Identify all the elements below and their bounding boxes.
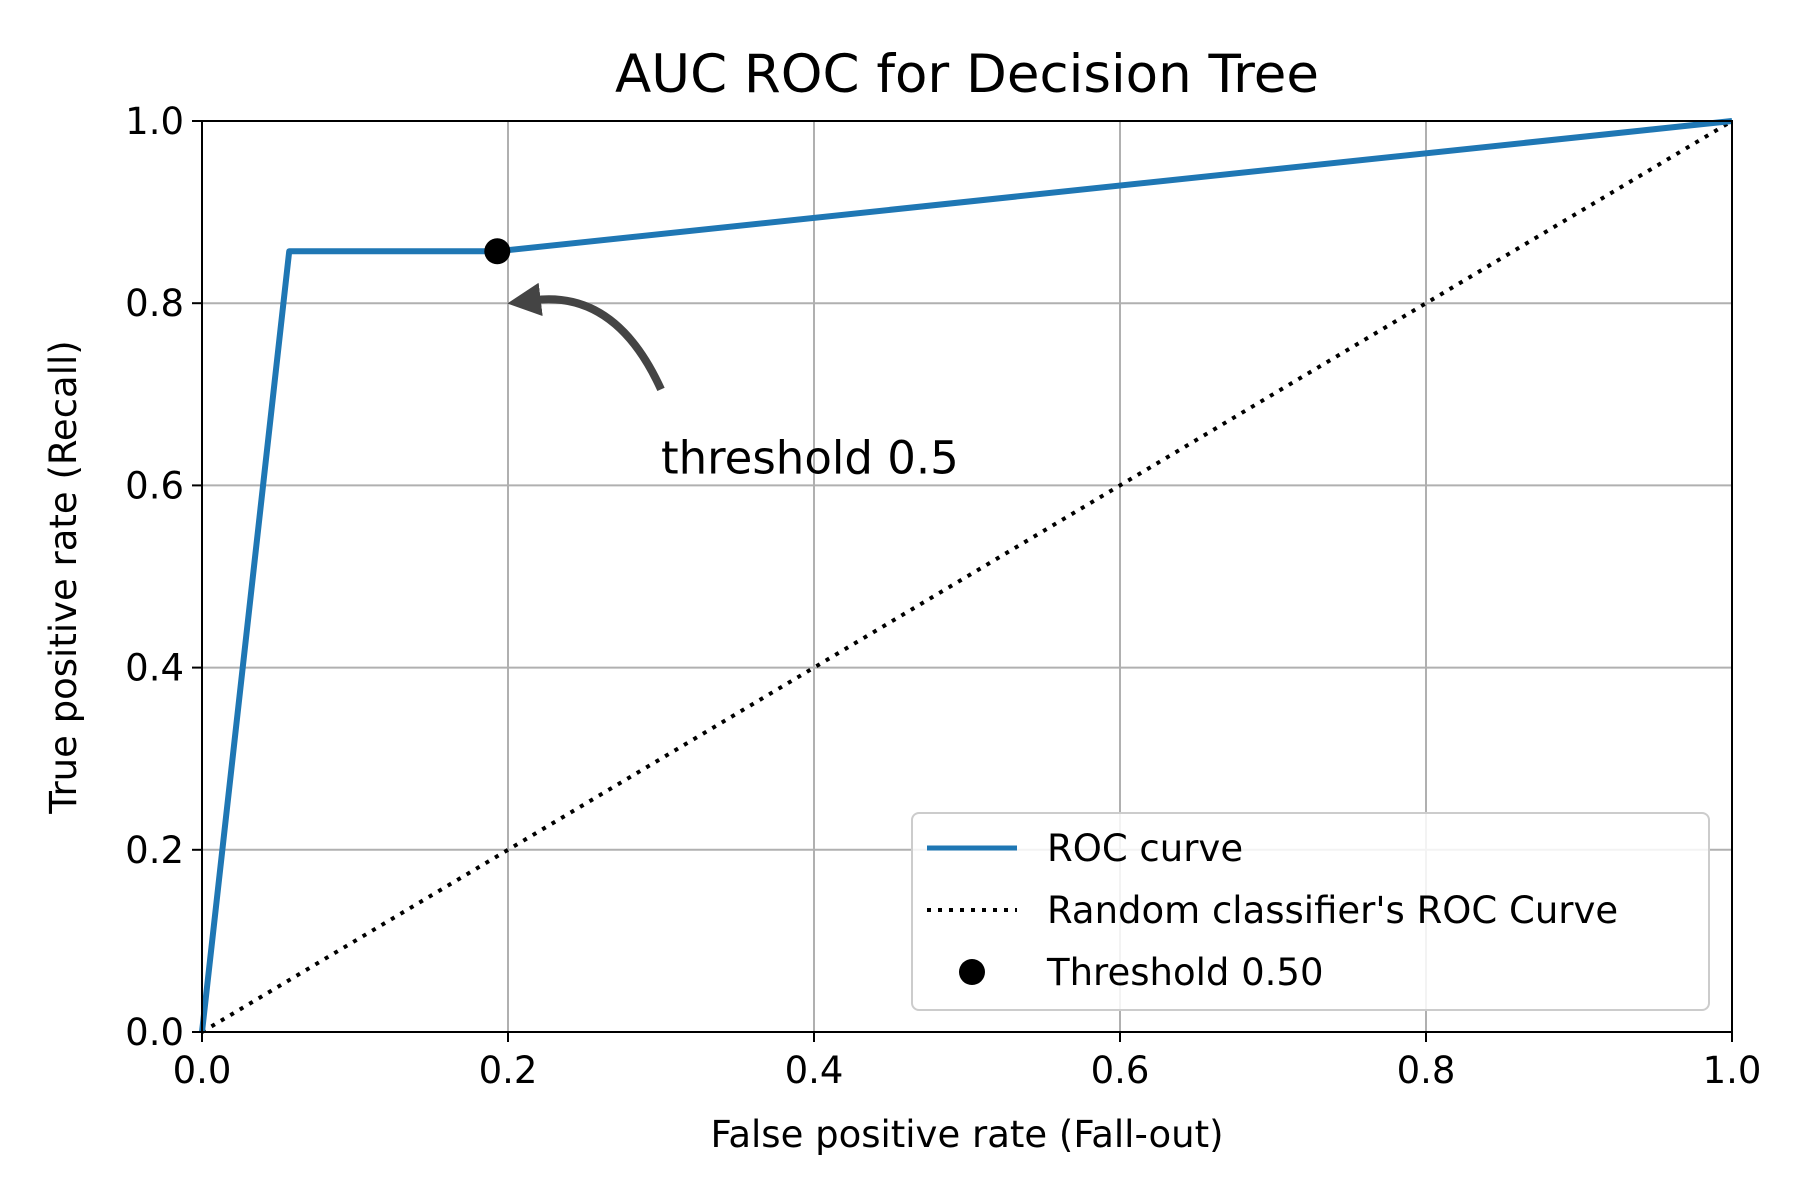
axis-ticks: 0.0 0.2 0.4 0.6 0.8 1.0 0.0 0.2 0.4 0.6 0.8 1.0 — [125, 100, 1761, 1092]
x-tick-label: 0.4 — [785, 1049, 844, 1092]
legend: ROC curve Random classifier's ROC Curve … — [911, 812, 1710, 1011]
roc-curve-line — [199, 118, 1733, 1033]
y-axis-label: True positive rate (Recall) — [42, 340, 85, 814]
y-tick-label: 0.2 — [125, 829, 184, 872]
x-tick-label: 0.6 — [1091, 1049, 1150, 1092]
x-tick-label: 0.8 — [1397, 1049, 1456, 1092]
legend-swatch-threshold — [959, 959, 985, 985]
legend-label-random-classifier: Random classifier's ROC Curve — [1047, 889, 1618, 932]
y-tick-label: 0.8 — [125, 282, 184, 325]
threshold-point — [484, 238, 511, 265]
y-tick-label: 0.4 — [125, 647, 184, 690]
x-tick-label: 0.0 — [173, 1049, 232, 1092]
x-axis-label: False positive rate (Fall-out) — [710, 1113, 1223, 1156]
threshold-annotation: threshold 0.5 — [507, 282, 959, 484]
annotation-arrow — [507, 282, 665, 392]
annotation-text: threshold 0.5 — [661, 431, 959, 484]
legend-box — [911, 812, 1710, 1011]
y-tick-label: 1.0 — [125, 100, 184, 143]
legend-label-roc-curve: ROC curve — [1047, 827, 1243, 870]
y-tick-label: 0.0 — [125, 1011, 184, 1054]
x-tick-label: 0.2 — [479, 1049, 538, 1092]
plot-area — [199, 118, 1734, 1034]
legend-label-threshold: Threshold 0.50 — [1046, 951, 1324, 994]
plot-frame — [201, 120, 1733, 1033]
x-tick-label: 1.0 — [1703, 1049, 1762, 1092]
y-tick-label: 0.6 — [125, 464, 184, 507]
chart-title: AUC ROC for Decision Tree — [615, 44, 1319, 105]
